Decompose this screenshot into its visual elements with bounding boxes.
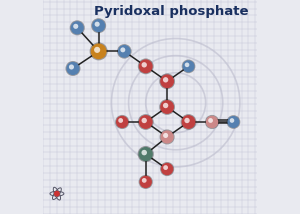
Point xyxy=(55,192,59,195)
Point xyxy=(208,119,213,122)
Point xyxy=(95,22,100,26)
Point xyxy=(75,26,80,30)
Point xyxy=(120,120,124,124)
Point xyxy=(69,65,74,69)
Point xyxy=(122,50,127,53)
Point xyxy=(165,105,170,109)
Point xyxy=(96,24,101,27)
Point xyxy=(143,180,148,184)
Point xyxy=(165,80,170,83)
Point xyxy=(143,65,148,68)
Point xyxy=(165,80,170,83)
Point xyxy=(143,180,148,184)
Point xyxy=(210,120,214,124)
Point xyxy=(184,119,189,122)
Point xyxy=(143,120,148,124)
Point xyxy=(231,120,236,124)
Point xyxy=(143,65,148,68)
Point xyxy=(184,63,189,67)
Point xyxy=(142,151,147,154)
Point xyxy=(120,120,124,124)
Point xyxy=(163,104,168,107)
Point xyxy=(165,135,170,139)
Point xyxy=(230,119,234,122)
Point xyxy=(165,105,170,109)
Point xyxy=(75,26,80,30)
Point xyxy=(186,65,191,68)
Point xyxy=(165,167,170,171)
Point xyxy=(70,67,75,70)
Point xyxy=(163,78,168,82)
Point xyxy=(96,24,101,27)
Point xyxy=(231,120,236,124)
Point xyxy=(143,152,148,156)
Point xyxy=(165,135,170,139)
Point xyxy=(163,134,168,137)
Point xyxy=(143,120,148,124)
Point xyxy=(186,120,191,124)
Point xyxy=(73,25,78,28)
Point xyxy=(142,119,147,122)
Point xyxy=(96,50,101,53)
Point xyxy=(118,119,123,122)
Point xyxy=(142,179,147,182)
Point xyxy=(163,166,168,169)
Point xyxy=(143,152,148,156)
Point xyxy=(96,50,101,53)
Text: Pyridoxal phosphate: Pyridoxal phosphate xyxy=(94,5,249,18)
Point xyxy=(122,50,127,53)
Point xyxy=(186,120,191,124)
Point xyxy=(142,63,147,67)
Point xyxy=(186,65,191,68)
Point xyxy=(210,120,214,124)
Point xyxy=(165,167,170,171)
Point xyxy=(70,67,75,70)
Point xyxy=(95,48,100,52)
Point xyxy=(120,48,125,52)
